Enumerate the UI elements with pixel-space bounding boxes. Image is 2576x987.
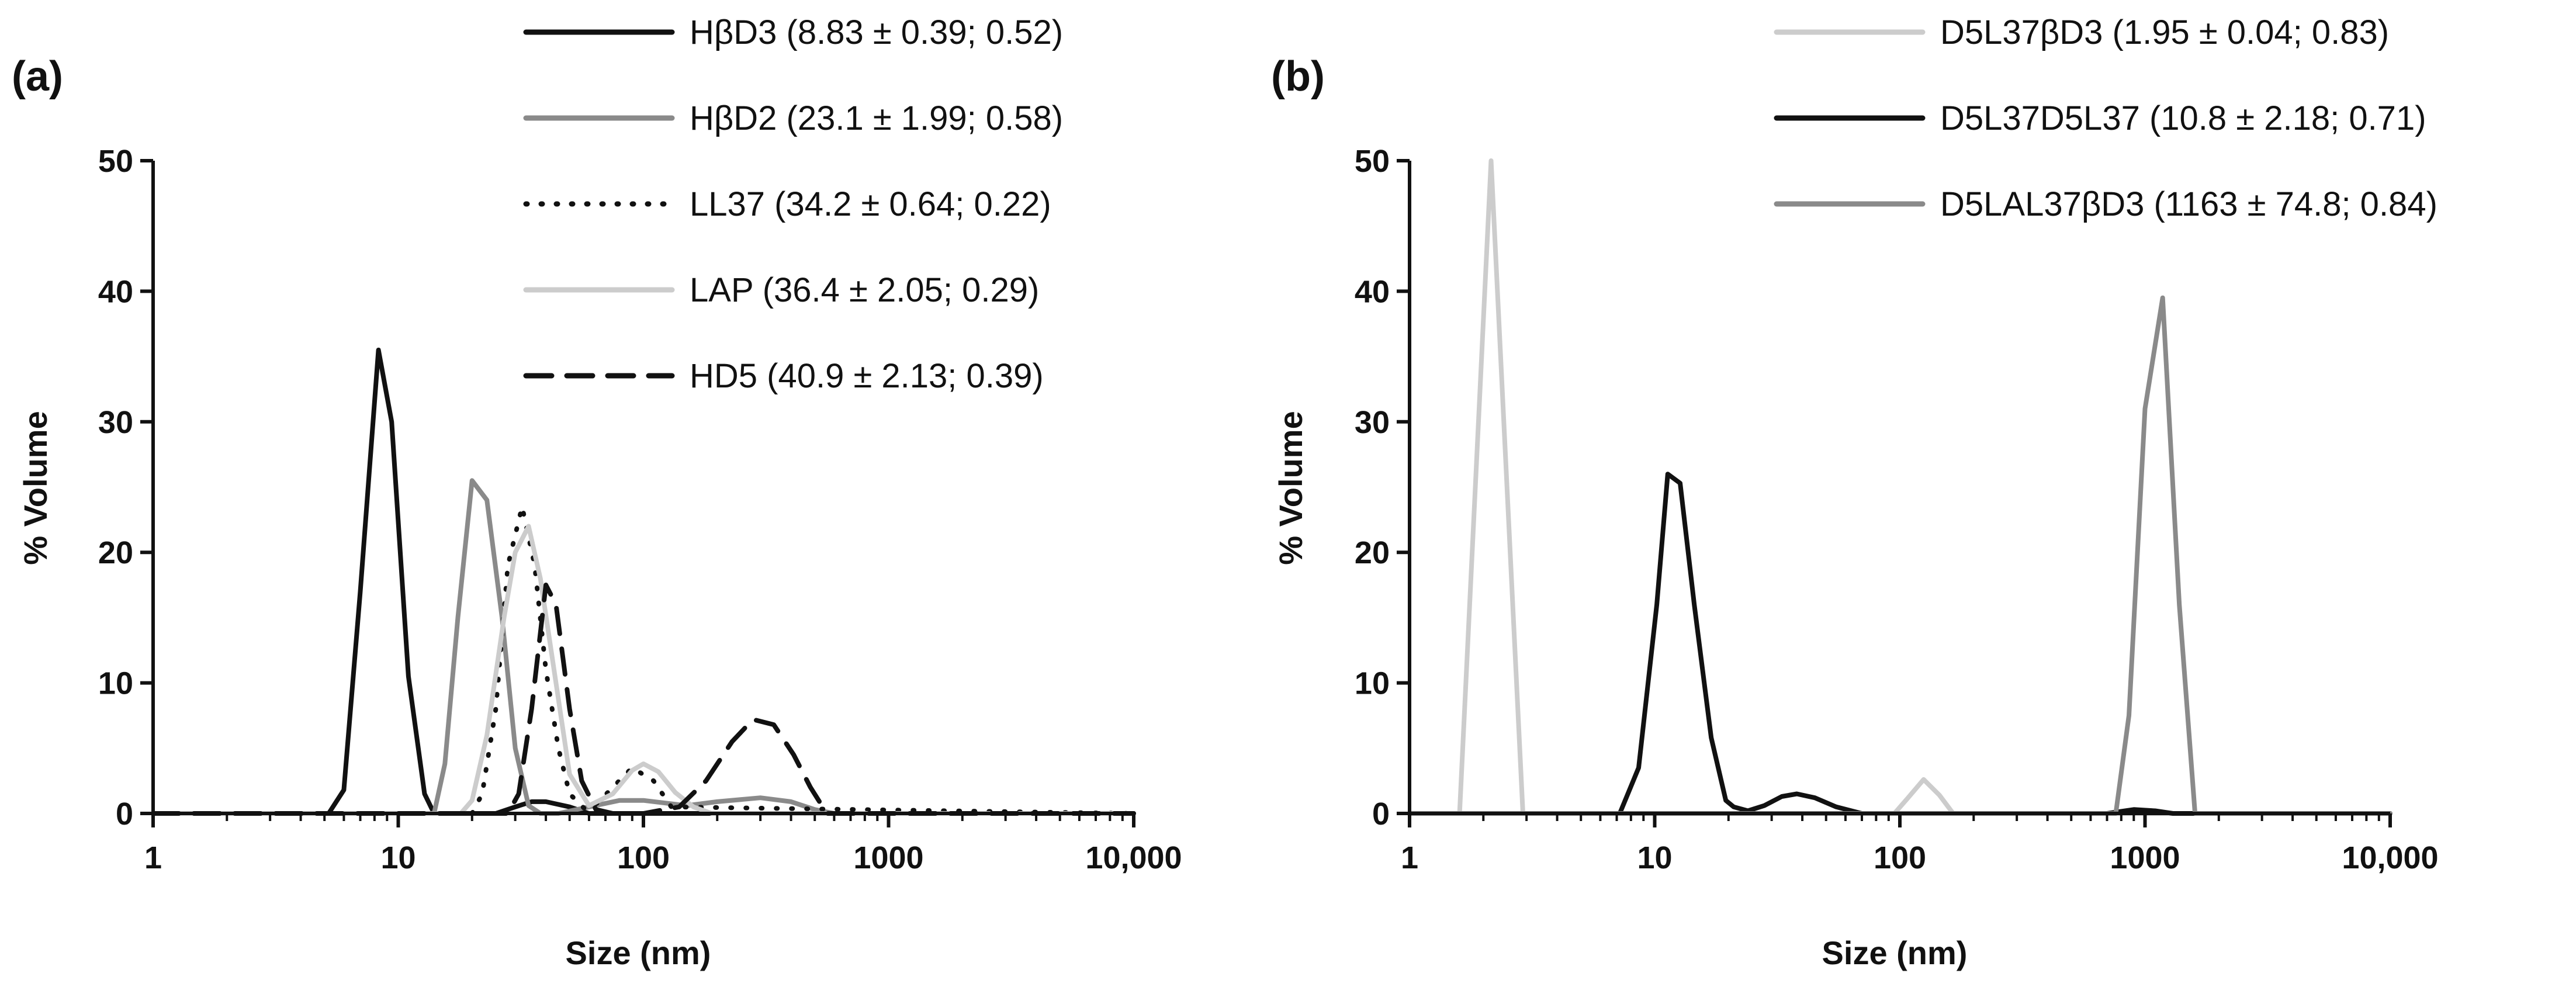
panel-a-x-tick-label: 1000 [853, 840, 923, 875]
panel-b-x-axis-title: Size (nm) [1822, 934, 1968, 971]
panel-a-label: (a) [12, 53, 63, 100]
panel-b-y-axis-title: % Volume [1272, 411, 1309, 565]
panel-b-legend: D5L37βD3 (1.95 ± 0.04; 0.83) D5L37D5L37 (… [1774, 13, 2437, 223]
panel-a-legend-label-2: LL37 (34.2 ± 0.64; 0.22) [690, 185, 1051, 223]
panel-b-x-tick-label: 1000 [2110, 840, 2180, 875]
panel-b-y-tick-label: 40 [1355, 274, 1390, 309]
panel-a-legend-label-4: HD5 (40.9 ± 2.13; 0.39) [690, 357, 1044, 395]
panel-b-x-tick-label: 100 [1874, 840, 1926, 875]
panel-a-plot: 0 10 20 30 40 50 1 10 100 1000 10,000 [98, 144, 1182, 875]
panel-b-label: (b) [1271, 53, 1325, 100]
panel-a-y-tick-label: 20 [98, 535, 133, 570]
panel-b-x-tick-label: 1 [1401, 840, 1418, 875]
panel-a-y-tick-label: 0 [116, 796, 133, 832]
panel-b-x-tick-label: 10 [1637, 840, 1672, 875]
panel-a-y-tick-label: 10 [98, 666, 133, 701]
panel-a-legend-label-1: HβD2 (23.1 ± 1.99; 0.58) [690, 99, 1063, 137]
panel-b-x-tick-label: 10,000 [2342, 840, 2438, 875]
panel-a-series-0-line [151, 347, 1136, 816]
panel-a-y-tick-label: 50 [98, 144, 133, 179]
panel-a-x-tick-label: 10 [380, 840, 416, 875]
panel-b-series-2-line [1407, 295, 2393, 816]
panel-a-y-tick-label: 30 [98, 405, 133, 440]
panel-a-series-4-line [151, 583, 1136, 816]
panel-b-y-tick-label: 10 [1355, 666, 1390, 701]
panel-b-y-tick-label: 50 [1355, 144, 1390, 179]
panel-b-plot: 0 10 20 30 40 50 1 10 100 1000 10,000 [1355, 144, 2439, 875]
panel-b-y-tick-label: 0 [1372, 796, 1390, 832]
panel-b-legend-label-2: D5LAL37βD3 (1163 ± 74.8; 0.84) [1940, 185, 2437, 223]
panel-a-x-tick-label: 100 [617, 840, 670, 875]
panel-b-y-tick-label: 30 [1355, 405, 1390, 440]
panel-b-series-1-line [1407, 472, 2393, 816]
panel-b-legend-label-0: D5L37βD3 (1.95 ± 0.04; 0.83) [1940, 13, 2389, 51]
panel-b-series-0-line [1407, 158, 2393, 816]
panel-b-y-tick-label: 20 [1355, 535, 1390, 570]
panel-a-legend: HβD3 (8.83 ± 0.39; 0.52) HβD2 (23.1 ± 1.9… [523, 13, 1063, 395]
panel-b: (b) % Volume Size (nm) 0 10 20 30 40 50 1 10 100… [1271, 13, 2439, 971]
panel-a-x-tick-label: 1 [144, 840, 162, 875]
panel-a-y-tick-label: 40 [98, 274, 133, 309]
panel-a-x-tick-label: 10,000 [1085, 840, 1182, 875]
panel-a-y-axis-title: % Volume [17, 411, 54, 565]
panel-a-legend-label-0: HβD3 (8.83 ± 0.39; 0.52) [690, 13, 1063, 51]
panel-a-series-3-line [151, 524, 1136, 816]
panel-a-x-axis-title: Size (nm) [566, 934, 711, 971]
panel-b-legend-label-1: D5L37D5L37 (10.8 ± 2.18; 0.71) [1940, 99, 2426, 137]
panel-a-legend-label-3: LAP (36.4 ± 2.05; 0.29) [690, 271, 1039, 309]
panel-a: (a) % Volume Size (nm) 0 10 20 30 40 50 1 10 100… [12, 13, 1182, 971]
panel-a-series-2-line [151, 504, 1136, 816]
